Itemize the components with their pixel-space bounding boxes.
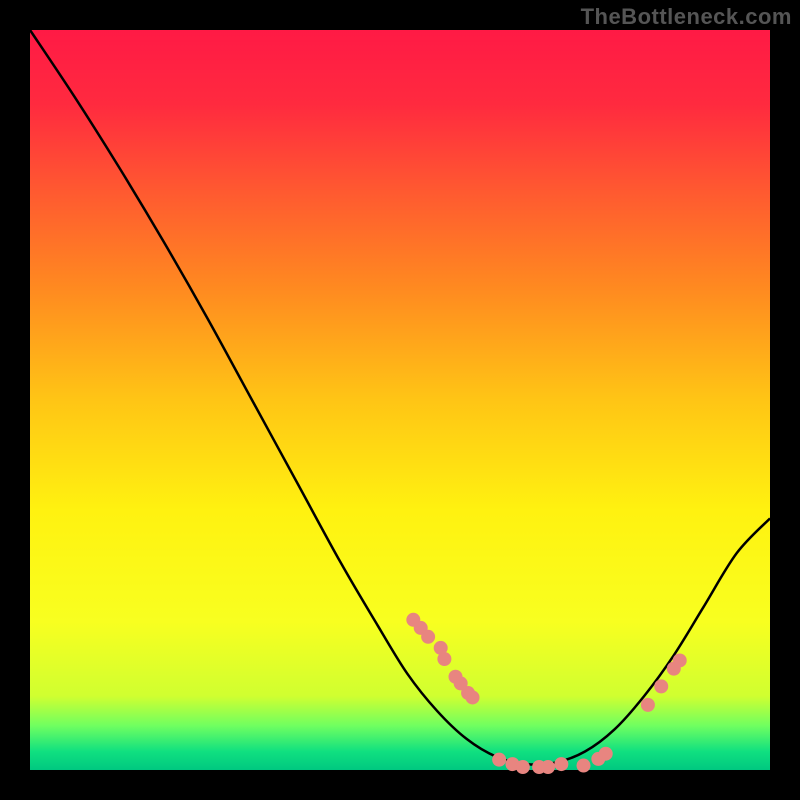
chart-container: { "watermark": { "text": "TheBottleneck.… xyxy=(0,0,800,800)
data-marker xyxy=(466,690,480,704)
data-marker xyxy=(673,653,687,667)
data-marker xyxy=(541,760,555,774)
data-marker xyxy=(641,698,655,712)
data-marker xyxy=(492,753,506,767)
plot-background xyxy=(30,30,770,770)
data-marker xyxy=(654,679,668,693)
bottleneck-curve-chart xyxy=(0,0,800,800)
watermark-text: TheBottleneck.com xyxy=(581,4,792,30)
data-marker xyxy=(421,630,435,644)
data-marker xyxy=(437,652,451,666)
data-marker xyxy=(554,757,568,771)
data-marker xyxy=(577,759,591,773)
data-marker xyxy=(516,760,530,774)
data-marker xyxy=(599,747,613,761)
